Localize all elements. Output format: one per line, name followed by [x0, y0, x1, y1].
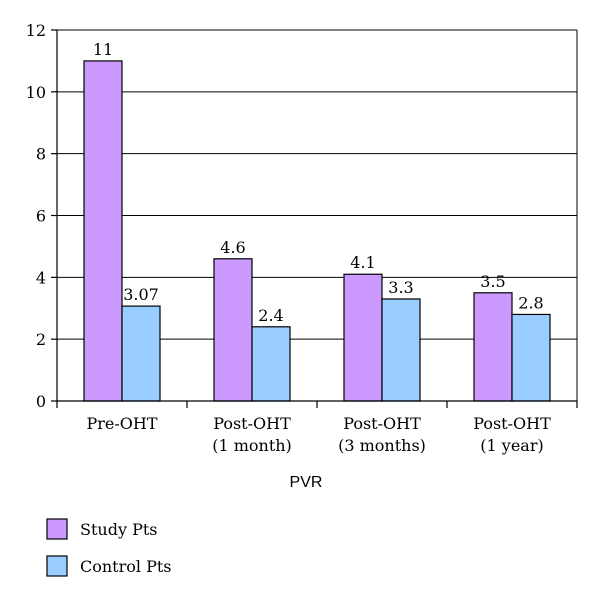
bar-study-2 — [343, 273, 383, 402]
y-tick-label-6: 12 — [26, 21, 46, 40]
legend: Study Pts Control Pts — [46, 518, 172, 577]
bar-control-0 — [121, 305, 161, 402]
data-label-control-1: 2.4 — [258, 306, 283, 325]
bars — [83, 60, 551, 402]
y-tick-label-2: 4 — [36, 268, 46, 287]
bar-control-2 — [381, 298, 421, 402]
y-tick-labels: 0 2 4 6 8 10 12 — [26, 21, 46, 411]
axes — [51, 29, 578, 408]
x-tick-label-0: Pre-OHT — [86, 414, 157, 433]
y-tick-label-5: 10 — [26, 83, 46, 102]
data-label-control-0: 3.07 — [123, 285, 159, 304]
x-tick-label-3: Post-OHT (1 year) — [473, 414, 551, 455]
x-axis-title: PVR — [290, 474, 323, 491]
bar-study-0 — [83, 60, 123, 402]
legend-swatch-control — [46, 555, 68, 577]
bar-study-3 — [473, 292, 513, 402]
data-label-control-3: 2.8 — [518, 293, 543, 312]
data-label-study-3: 3.5 — [480, 272, 505, 291]
y-tick-label-3: 6 — [36, 207, 46, 226]
bar-control-3 — [511, 313, 551, 402]
y-tick-label-1: 2 — [36, 330, 46, 349]
legend-swatch-study — [46, 518, 68, 540]
data-label-study-2: 4.1 — [350, 253, 375, 272]
data-label-control-2: 3.3 — [388, 278, 413, 297]
grid-lines — [57, 29, 578, 401]
x-tick-label-1: Post-OHT (1 month) — [212, 414, 292, 455]
data-labels: 11 4.6 4.1 3.5 3.07 2.4 3.3 2.8 — [93, 40, 544, 325]
x-tick-labels: Pre-OHT Post-OHT (1 month) Post-OHT (3 month… — [86, 414, 551, 455]
bar-study-1 — [213, 258, 253, 402]
bar-control-1 — [251, 326, 291, 402]
data-label-study-1: 4.6 — [220, 238, 245, 257]
y-tick-label-4: 8 — [36, 145, 46, 164]
data-label-study-0: 11 — [93, 40, 113, 59]
x-tick-label-2: Post-OHT (3 months) — [338, 414, 426, 455]
y-tick-label-0: 0 — [36, 392, 46, 411]
legend-label-study: Study Pts — [80, 520, 157, 539]
legend-label-control: Control Pts — [80, 557, 172, 576]
